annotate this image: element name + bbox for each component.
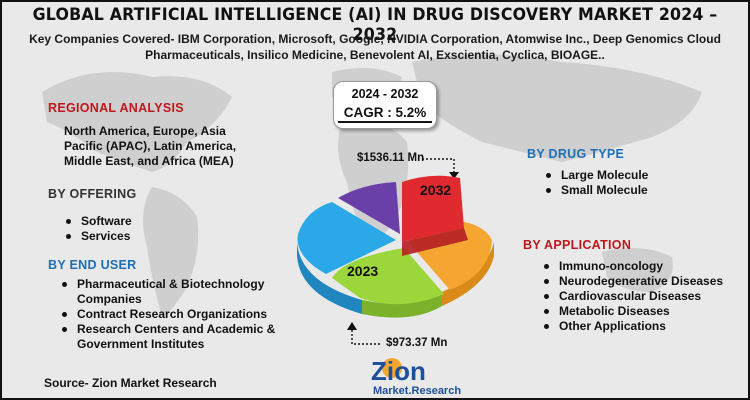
pie-label-2032: 2032 (420, 182, 451, 198)
list-item: Pharmaceutical & Biotechnology Companies (58, 277, 298, 307)
cagr-box: 2024 - 2032 CAGR : 5.2% (333, 81, 437, 129)
svg-text:Market.Research: Market.Research (373, 385, 461, 397)
value-2032-label: $1536.11 Mn (357, 152, 425, 164)
list-item: Cardiovascular Diseases (540, 289, 723, 304)
pie-label-2023: 2023 (347, 263, 378, 279)
svg-text:Zion: Zion (371, 356, 426, 386)
list-item: Large Molecule (542, 168, 648, 183)
regional-analysis-heading: REGIONAL ANALYSIS (48, 101, 184, 115)
list-item: Other Applications (540, 319, 723, 334)
page-title: GLOBAL ARTIFICIAL INTELLIGENCE (AI) IN D… (32, 5, 718, 45)
pie-slice-green (332, 248, 444, 305)
market-pie-chart: 2032 2023 (297, 175, 494, 318)
application-list: Immuno-oncology Neurodegenerative Diseas… (540, 259, 723, 334)
drug-type-heading: BY DRUG TYPE (527, 147, 625, 161)
cagr-years: 2024 - 2032 (351, 87, 419, 101)
list-item: Software (62, 214, 132, 229)
regional-analysis-text: North America, Europe, Asia Pacific (APA… (64, 124, 237, 168)
list-item: Neurodegenerative Diseases (540, 274, 723, 289)
value-2023-label: $973.37 Mn (386, 337, 448, 349)
application-heading: BY APPLICATION (523, 238, 632, 252)
list-item: Metabolic Diseases (540, 304, 723, 319)
source-note: Source- Zion Market Research (44, 376, 217, 390)
list-item: Small Molecule (542, 183, 648, 198)
zion-logo: Zion Market.Research (359, 354, 479, 398)
callout-2032-arrow (422, 158, 459, 179)
pie-slice-red (402, 175, 464, 242)
list-item: Contract Research Organizations (58, 307, 298, 322)
key-companies-subtitle: Key Companies Covered- IBM Corporation, … (29, 32, 721, 62)
drug-type-list: Large Molecule Small Molecule (542, 168, 648, 198)
list-item: Immuno-oncology (540, 259, 723, 274)
end-user-heading: BY END USER (48, 258, 137, 272)
offering-list: Software Services (62, 214, 132, 244)
list-item: Research Centers and Academic & Governme… (58, 322, 298, 352)
offering-heading: BY OFFERING (48, 187, 137, 201)
end-user-list: Pharmaceutical & Biotechnology Companies… (58, 277, 298, 352)
pie-slice-blue (297, 202, 396, 274)
callout-2023-arrow (347, 322, 382, 345)
cagr-value: CAGR : 5.2% (337, 105, 433, 123)
pie-slice-purple (338, 182, 400, 234)
list-item: Services (62, 229, 132, 244)
